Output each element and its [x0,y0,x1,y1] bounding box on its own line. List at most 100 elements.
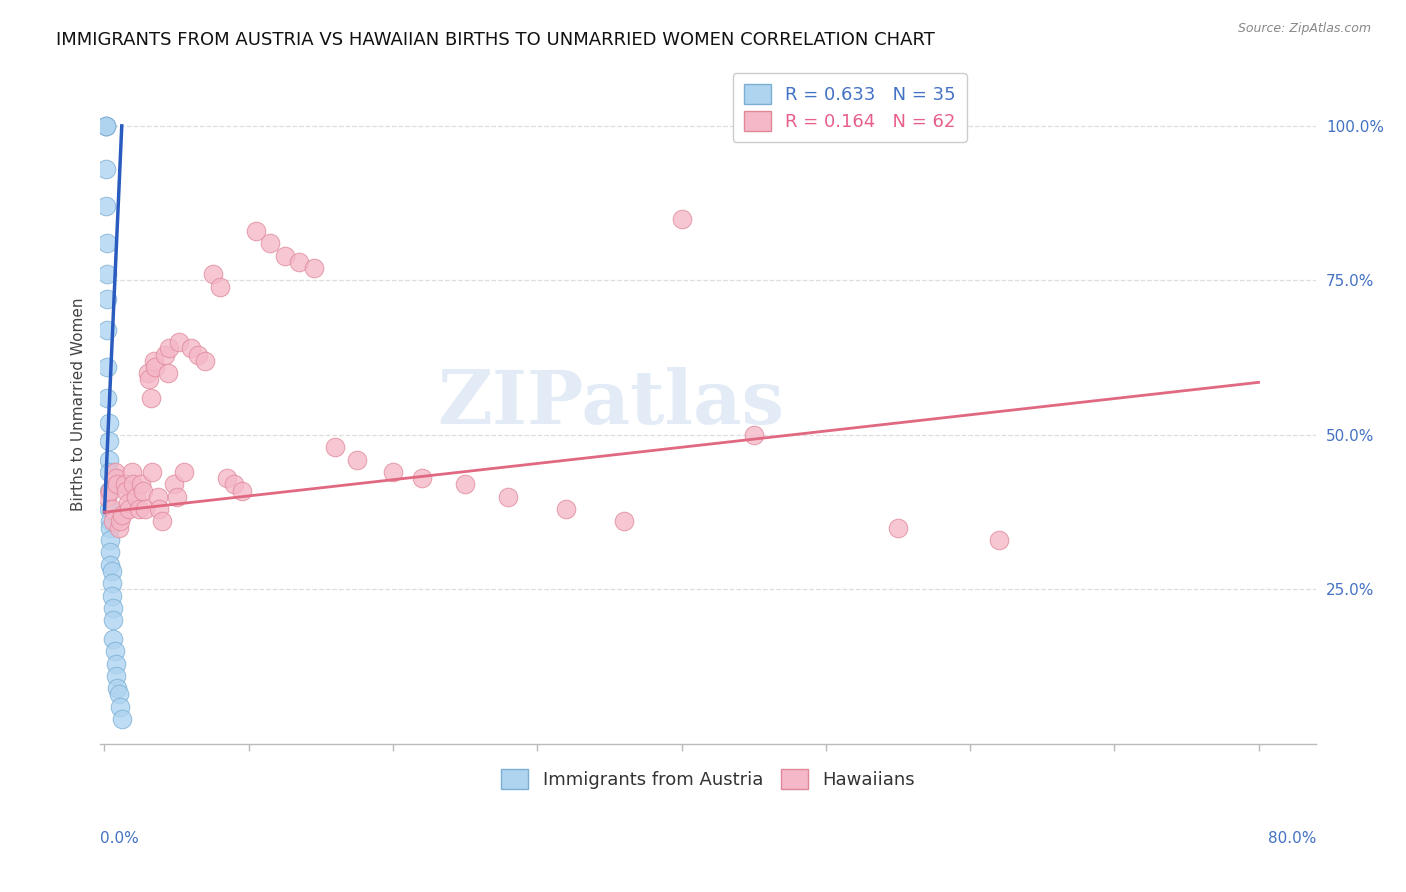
Point [108,688,131,702]
Text: ZIPatlas: ZIPatlas [437,368,785,441]
Point [101,613,124,627]
Point [128,502,150,516]
Point [150,515,173,529]
Point [169,335,191,350]
Point [96,490,118,504]
Point [97,483,120,498]
Point [101,601,124,615]
Point [166,490,188,504]
Point [454,477,477,491]
Point [153,347,176,361]
Point [231,483,253,498]
Point [107,681,129,696]
Point [97,416,120,430]
Point [96,391,118,405]
Point [105,669,128,683]
Point [100,576,122,591]
Point [887,520,910,534]
Point [94,119,117,133]
Point [115,483,138,498]
Point [125,490,148,504]
Point [94,119,117,133]
Point [411,471,433,485]
Point [94,119,117,133]
Point [98,533,121,547]
Point [302,260,325,275]
Point [141,465,163,479]
Point [346,452,368,467]
Point [163,477,186,491]
Point [101,632,124,646]
Point [103,644,125,658]
Point [96,359,118,374]
Point [110,699,132,714]
Point [122,477,145,491]
Point [555,502,578,516]
Point [173,465,195,479]
Point [98,520,121,534]
Point [139,391,162,405]
Point [180,342,202,356]
Point [97,502,120,516]
Point [105,657,128,671]
Point [98,558,121,572]
Point [96,323,118,337]
Point [100,564,122,578]
Text: 80.0%: 80.0% [1268,831,1316,846]
Point [132,483,155,498]
Point [117,496,139,510]
Point [96,236,118,251]
Point [323,440,346,454]
Point [108,520,131,534]
Point [142,353,165,368]
Point [111,712,134,726]
Point [97,434,120,448]
Point [138,372,160,386]
Point [97,465,120,479]
Point [129,477,152,491]
Point [98,483,121,498]
Legend: Immigrants from Austria, Hawaiians: Immigrants from Austria, Hawaiians [494,762,922,796]
Point [110,515,132,529]
Point [94,199,117,213]
Point [201,267,224,281]
Point [98,515,121,529]
Point [96,292,118,306]
Y-axis label: Births to Unmarried Women: Births to Unmarried Women [72,297,86,511]
Point [136,366,159,380]
Point [671,211,693,226]
Point [96,267,118,281]
Point [103,465,125,479]
Point [100,589,122,603]
Point [742,428,765,442]
Point [288,255,311,269]
Point [111,508,134,523]
Point [187,347,209,361]
Point [274,249,297,263]
Point [143,359,166,374]
Point [157,342,180,356]
Point [114,477,136,491]
Text: 0.0%: 0.0% [100,831,139,846]
Text: IMMIGRANTS FROM AUSTRIA VS HAWAIIAN BIRTHS TO UNMARRIED WOMEN CORRELATION CHART: IMMIGRANTS FROM AUSTRIA VS HAWAIIAN BIRT… [56,31,935,49]
Point [245,224,267,238]
Point [259,236,281,251]
Point [382,465,405,479]
Point [101,515,124,529]
Point [217,471,239,485]
Point [148,502,170,516]
Point [194,353,217,368]
Point [100,502,122,516]
Point [105,471,128,485]
Point [97,452,120,467]
Point [121,465,143,479]
Point [118,502,141,516]
Point [134,502,156,516]
Point [98,545,121,559]
Point [613,515,636,529]
Point [498,490,520,504]
Point [156,366,179,380]
Point [146,490,169,504]
Point [107,477,129,491]
Text: Source: ZipAtlas.com: Source: ZipAtlas.com [1237,22,1371,36]
